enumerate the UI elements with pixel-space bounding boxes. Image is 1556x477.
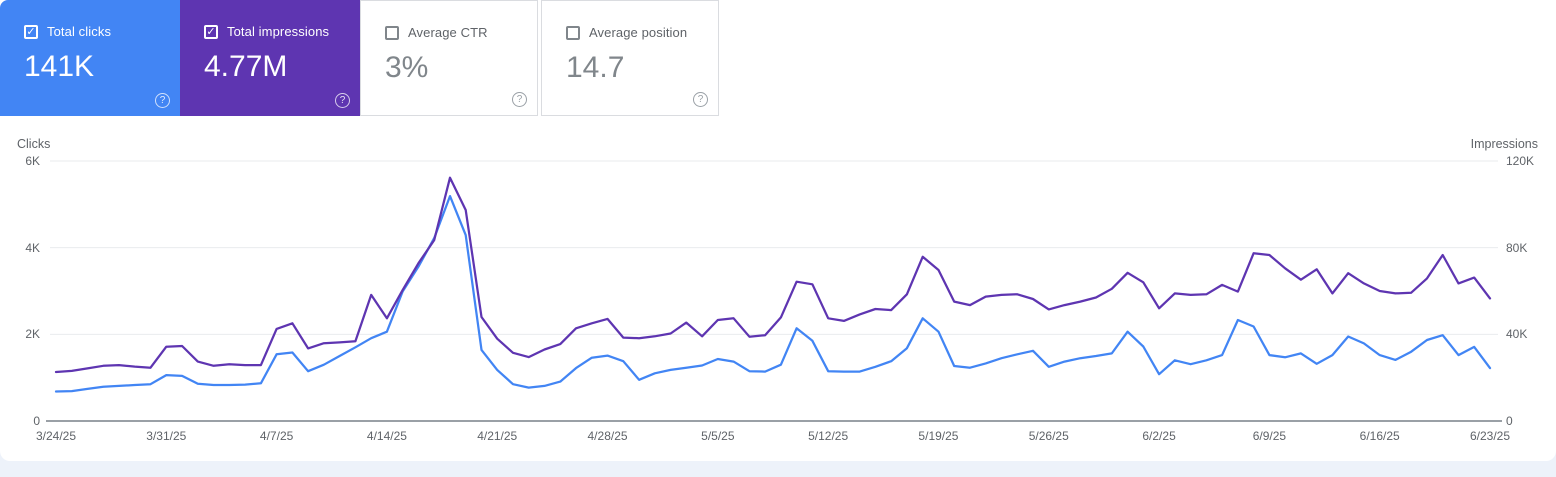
clicks-line[interactable] <box>54 194 1492 393</box>
metric-card-value: 3% <box>385 51 429 84</box>
x-axis-tick-label: 6/2/25 <box>1142 429 1176 443</box>
help-icon[interactable] <box>693 92 708 107</box>
left-axis-tick-label: 6K <box>25 154 40 168</box>
performance-panel: ✓ Total clicks 141K ✓ Total impressions … <box>0 0 1556 461</box>
x-axis-tick-label: 5/12/25 <box>808 429 849 443</box>
metric-card-total-clicks[interactable]: ✓ Total clicks 141K <box>0 0 180 116</box>
metric-card-value: 4.77M <box>204 50 288 83</box>
metric-card-label: Average CTR <box>408 25 488 40</box>
metric-card-average-position[interactable]: Average position 14.7 <box>541 0 719 116</box>
x-axis-tick-label: 5/5/25 <box>701 429 735 443</box>
impressions-line[interactable] <box>54 176 1492 374</box>
x-axis-tick-label: 5/26/25 <box>1028 429 1069 443</box>
metric-cards: ✓ Total clicks 141K ✓ Total impressions … <box>0 0 719 116</box>
x-axis-tick-label: 6/9/25 <box>1252 429 1287 443</box>
right-axis-tick-label: 0 <box>1506 414 1513 428</box>
right-axis-tick-label: 120K <box>1506 154 1535 168</box>
left-axis-title: Clicks <box>17 137 51 151</box>
checkmark-icon: ✓ <box>206 24 216 38</box>
right-axis-tick-label: 80K <box>1506 240 1528 255</box>
total-clicks-checkbox[interactable]: ✓ <box>24 24 38 39</box>
help-icon[interactable] <box>512 92 527 107</box>
x-axis-tick-label: 4/28/25 <box>587 429 628 443</box>
average-position-checkbox[interactable] <box>566 25 580 40</box>
metric-card-total-impressions[interactable]: ✓ Total impressions 4.77M <box>180 0 360 116</box>
x-axis-tick-label: 6/16/25 <box>1359 429 1400 443</box>
left-axis-tick-label: 0 <box>33 414 40 428</box>
left-axis-tick-label: 2K <box>25 327 40 342</box>
x-axis-tick-label: 3/24/25 <box>35 429 77 443</box>
x-axis-tick-label: 5/19/25 <box>918 429 959 443</box>
x-axis-tick-label: 4/14/25 <box>366 429 407 443</box>
right-axis-tick-label: 40K <box>1506 327 1528 342</box>
help-icon[interactable] <box>335 93 350 108</box>
metric-card-value: 141K <box>24 50 95 83</box>
total-impressions-checkbox[interactable]: ✓ <box>204 24 218 39</box>
x-axis-tick-label: 4/7/25 <box>259 429 294 443</box>
average-ctr-checkbox[interactable] <box>385 25 399 40</box>
x-axis-tick-label: 6/23/25 <box>1469 429 1511 443</box>
right-axis-title: Impressions <box>1470 137 1538 151</box>
x-axis-tick-label: 3/31/25 <box>146 429 187 443</box>
checkmark-icon: ✓ <box>26 24 36 38</box>
x-axis-tick-label: 4/21/25 <box>477 429 518 443</box>
metric-card-label: Total clicks <box>47 24 112 39</box>
metric-card-value: 14.7 <box>566 51 625 84</box>
metric-card-average-ctr[interactable]: Average CTR 3% <box>360 0 538 116</box>
help-icon[interactable] <box>155 93 170 108</box>
left-axis-tick-label: 4K <box>25 240 40 255</box>
metric-card-label: Average position <box>589 25 688 40</box>
metric-card-label: Total impressions <box>227 24 330 39</box>
